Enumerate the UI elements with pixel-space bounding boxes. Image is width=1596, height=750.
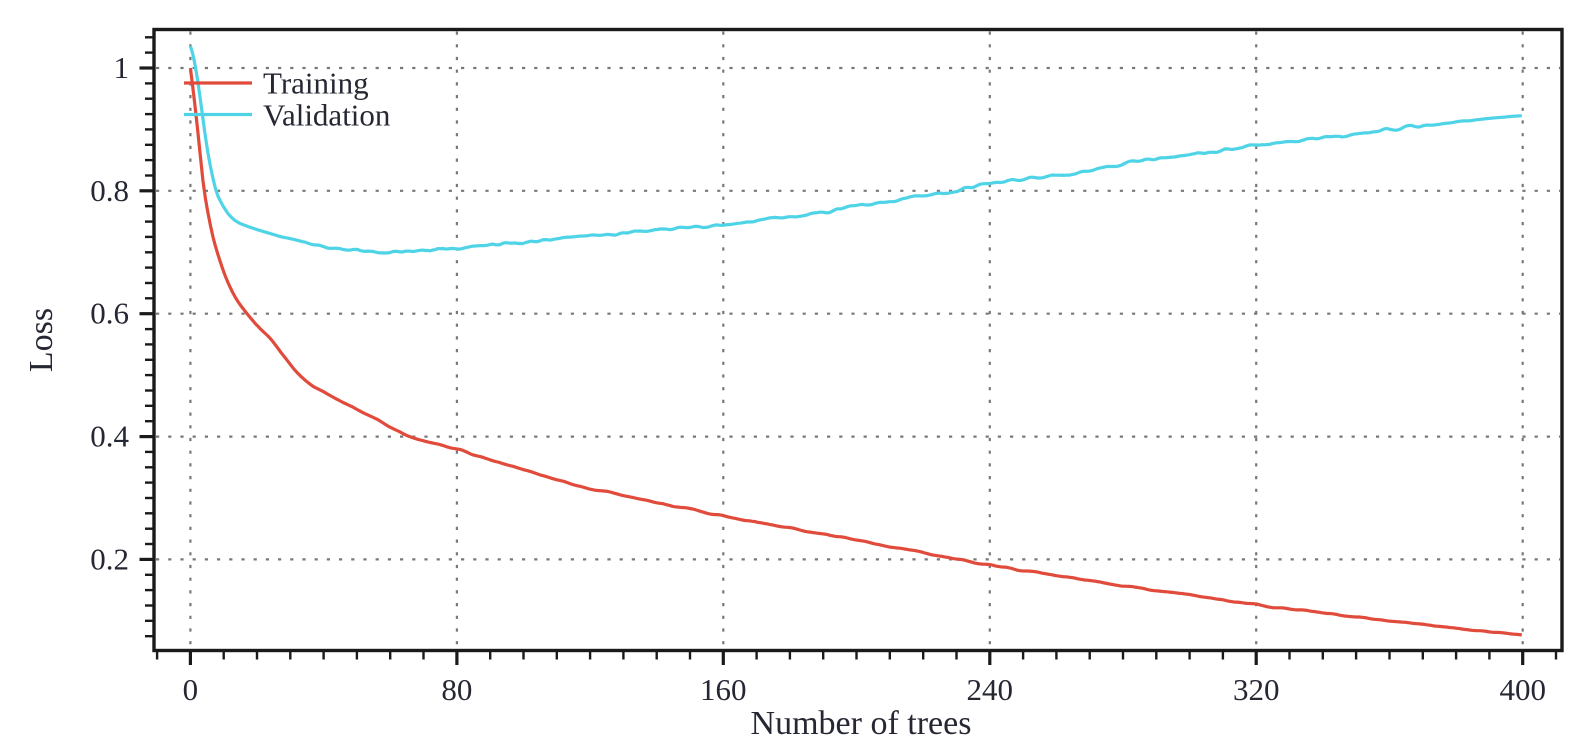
svg-text:400: 400 [1499,672,1546,707]
svg-text:160: 160 [700,672,747,707]
svg-text:0: 0 [183,672,199,707]
svg-text:0.8: 0.8 [90,173,129,208]
svg-text:80: 80 [441,672,472,707]
svg-text:Validation: Validation [263,98,391,133]
svg-text:Training: Training [263,66,369,101]
svg-text:Loss: Loss [23,308,60,372]
svg-text:0.6: 0.6 [90,296,129,331]
svg-text:Number of trees: Number of trees [751,705,972,742]
svg-text:320: 320 [1233,672,1280,707]
svg-text:0.4: 0.4 [90,419,129,454]
svg-text:1: 1 [114,50,130,85]
svg-text:240: 240 [967,672,1014,707]
svg-text:0.2: 0.2 [90,541,129,576]
